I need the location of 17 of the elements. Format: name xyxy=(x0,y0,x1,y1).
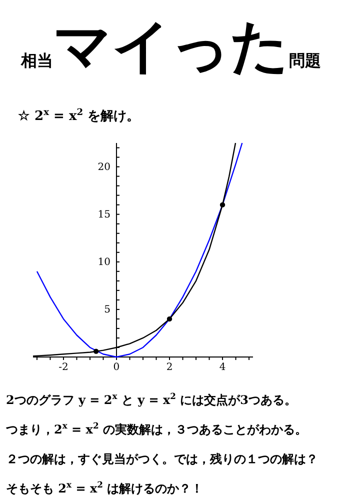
y-tick-label: 10 xyxy=(98,257,110,268)
y-tick-label: 20 xyxy=(98,162,110,173)
x-tick-label: 4 xyxy=(219,362,226,374)
text: 2つのグラフ y = 2$^{x}$ と y = x$^{2}$ には交点が3つある。 xyxy=(6,391,297,407)
chart-title: 相当マイった問題 xyxy=(20,12,321,80)
y-tick-label: 15 xyxy=(98,210,110,221)
point xyxy=(93,348,99,354)
chart-subtitle: ☆ 2$^{x}$ = x$^{2}$ を解け。 xyxy=(18,106,140,124)
point xyxy=(166,316,172,322)
point xyxy=(220,202,226,208)
x-tick-label: 0 xyxy=(113,362,120,374)
y-tick-label: 5 xyxy=(104,304,110,316)
text: そもそも 2$^{x}$ = x$^{2}$ は解けるのか？！ xyxy=(6,480,204,496)
text: ２つの解は，すぐ見当がつく。では，残りの１つの解は？ xyxy=(6,452,318,466)
x-tick-label: 2 xyxy=(166,362,173,374)
text: つまり，2$^{x}$ = x$^{2}$ の実数解は，３つあることがわかる。 xyxy=(5,420,307,436)
x-tick-label: -2 xyxy=(58,362,68,374)
